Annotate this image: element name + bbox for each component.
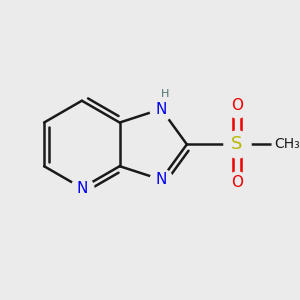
Text: O: O: [231, 175, 243, 190]
Text: N: N: [76, 181, 88, 196]
Text: H: H: [161, 89, 170, 99]
Text: CH₃: CH₃: [274, 137, 300, 152]
Text: N: N: [155, 172, 167, 187]
Text: O: O: [231, 98, 243, 113]
Text: S: S: [231, 135, 243, 153]
Text: N: N: [155, 102, 167, 117]
